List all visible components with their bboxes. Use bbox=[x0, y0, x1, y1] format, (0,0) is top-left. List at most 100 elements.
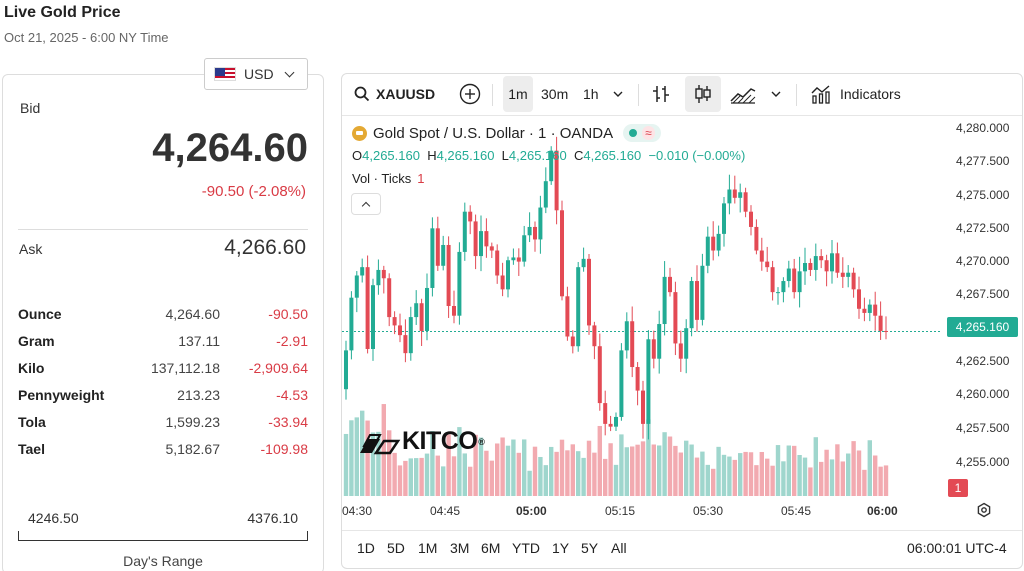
candle-body bbox=[803, 263, 807, 272]
volume-bar bbox=[457, 427, 462, 496]
compare-symbol-button[interactable] bbox=[459, 76, 481, 112]
interval-dropdown-button[interactable] bbox=[612, 76, 624, 112]
unit-name: Kilo bbox=[18, 360, 45, 376]
unit-name: Pennyweight bbox=[18, 387, 105, 403]
chart-clock: 06:00:01 UTC-4 bbox=[907, 540, 1007, 556]
interval-1m-button[interactable]: 1m bbox=[503, 76, 533, 112]
market-status-pill[interactable]: ≈ bbox=[623, 124, 661, 142]
settings-icon[interactable] bbox=[976, 502, 992, 518]
volume-bar bbox=[651, 444, 656, 496]
volume-bar bbox=[532, 446, 538, 496]
unit-price-table: Ounce 4,264.60 -90.50 Gram 137.11 -2.91 … bbox=[18, 306, 308, 468]
bar-chart-style-button[interactable] bbox=[650, 76, 672, 112]
volume-bar bbox=[451, 456, 457, 496]
table-row: Ounce 4,264.60 -90.50 bbox=[18, 306, 308, 333]
candle-chart-style-button[interactable] bbox=[685, 76, 721, 112]
y-axis-tick: 4,255.000 bbox=[956, 455, 1010, 469]
volume-bar bbox=[759, 451, 764, 496]
unit-price: 137.11 bbox=[178, 333, 220, 349]
volume-bar bbox=[527, 470, 532, 496]
candle-body bbox=[797, 271, 802, 293]
volume-bar bbox=[732, 459, 737, 496]
volume-bar bbox=[473, 434, 478, 496]
range-button-5y[interactable]: 5Y bbox=[581, 540, 599, 556]
volume-bar bbox=[489, 460, 494, 496]
volume-bar bbox=[878, 466, 883, 496]
volume-bar bbox=[792, 445, 797, 496]
candle-body bbox=[462, 211, 467, 252]
candles bbox=[344, 136, 888, 440]
candle-body bbox=[349, 297, 354, 351]
indicators-button[interactable]: Indicators bbox=[810, 76, 901, 112]
chart-legend-title[interactable]: Gold Spot / U.S. Dollar · 1 · OANDA ≈ bbox=[352, 124, 661, 142]
volume-bar bbox=[819, 461, 824, 496]
candle-body bbox=[808, 263, 813, 270]
volume-bar bbox=[797, 455, 802, 496]
symbol-search-button[interactable]: XAUUSD bbox=[353, 76, 435, 112]
ohlc-readout: O4,265.160 H4,265.160 L4,265.160 C4,265.… bbox=[352, 148, 745, 163]
interval-30m-button[interactable]: 30m bbox=[541, 86, 569, 102]
table-row: Pennyweight 213.23 -4.53 bbox=[18, 387, 308, 414]
candle-body bbox=[403, 335, 408, 354]
volume-bar bbox=[765, 458, 770, 496]
volume-bar bbox=[559, 439, 565, 496]
collapse-legend-button[interactable] bbox=[351, 193, 381, 215]
bars-icon bbox=[653, 86, 669, 102]
range-button-1m[interactable]: 1M bbox=[418, 540, 438, 556]
candle-body bbox=[533, 226, 537, 240]
volume-bar bbox=[613, 464, 619, 496]
area-chart-style-button[interactable] bbox=[729, 76, 757, 112]
volume-bar bbox=[349, 420, 354, 496]
volume-bar bbox=[662, 432, 667, 496]
range-button-1y[interactable]: 1Y bbox=[552, 540, 570, 556]
candle-body bbox=[344, 350, 348, 390]
volume-bar bbox=[619, 434, 624, 496]
gold-symbol-icon bbox=[352, 125, 367, 141]
y-axis-tick: 4,280.000 bbox=[956, 121, 1010, 135]
volume-bar bbox=[500, 437, 505, 496]
divider bbox=[18, 229, 308, 230]
ohlc-open: 4,265.160 bbox=[362, 148, 420, 163]
volume-bar bbox=[597, 425, 602, 496]
range-button-all[interactable]: All bbox=[611, 540, 627, 556]
y-axis-tick: 4,260.000 bbox=[956, 387, 1010, 401]
days-range-label: Day's Range bbox=[123, 553, 203, 569]
candle-body bbox=[673, 292, 678, 344]
volume-bar bbox=[468, 466, 473, 496]
range-button-ytd[interactable]: YTD bbox=[512, 540, 540, 556]
candle-body bbox=[689, 281, 694, 329]
chart-style-dropdown-button[interactable] bbox=[770, 76, 782, 112]
volume-bar bbox=[381, 404, 386, 496]
volume-bar bbox=[419, 457, 424, 496]
candle-body bbox=[360, 267, 365, 276]
volume-bar bbox=[554, 451, 559, 496]
volume-bar bbox=[700, 451, 705, 496]
price-chart[interactable] bbox=[342, 116, 942, 496]
range-button-3m[interactable]: 3M bbox=[450, 540, 470, 556]
chart-bottom-bar bbox=[342, 530, 1022, 568]
candle-body bbox=[376, 269, 381, 286]
volume-bar bbox=[743, 451, 748, 496]
candle-body bbox=[700, 265, 705, 320]
volume-bar bbox=[630, 446, 635, 496]
unit-change: -4.53 bbox=[276, 387, 308, 403]
unit-change: -109.98 bbox=[260, 441, 308, 457]
volume-bar bbox=[360, 410, 365, 496]
volume-bar bbox=[646, 419, 651, 496]
candle-body bbox=[695, 281, 699, 320]
candle-body bbox=[754, 226, 759, 251]
table-row: Gram 137.11 -2.91 bbox=[18, 333, 308, 360]
ohlc-close-label: C bbox=[573, 148, 584, 163]
candle-body bbox=[776, 292, 780, 294]
range-button-1d[interactable]: 1D bbox=[357, 540, 375, 556]
range-button-5d[interactable]: 5D bbox=[387, 540, 405, 556]
volume-legend: Vol · Ticks 1 bbox=[352, 171, 424, 186]
currency-select[interactable]: USD bbox=[204, 58, 308, 90]
volume-bar bbox=[635, 444, 640, 496]
plus-circle-icon bbox=[459, 83, 481, 105]
candle-body bbox=[527, 226, 532, 236]
kitco-logo-icon bbox=[360, 433, 401, 454]
interval-1h-button[interactable]: 1h bbox=[583, 86, 599, 102]
volume-bar bbox=[403, 460, 408, 496]
range-button-6m[interactable]: 6M bbox=[481, 540, 501, 556]
